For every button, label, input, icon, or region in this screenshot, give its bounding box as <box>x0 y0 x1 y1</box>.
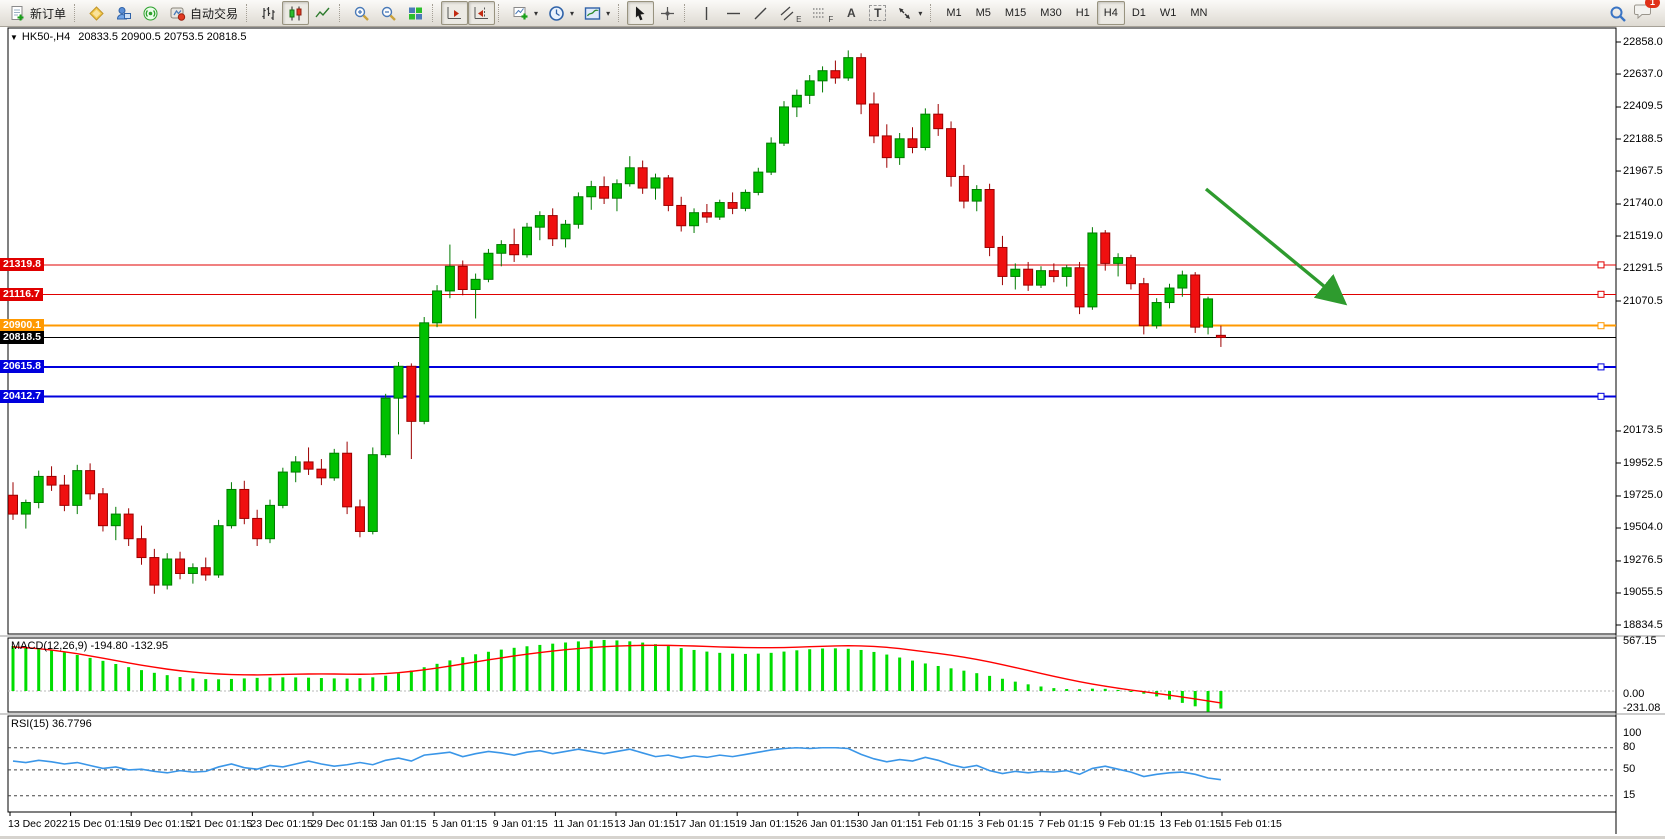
text-label-icon: T <box>869 5 887 21</box>
timeframe-h1[interactable]: H1 <box>1075 7 1090 19</box>
horizontal-line-button[interactable] <box>720 1 747 25</box>
notification-badge: 1 <box>1645 0 1660 8</box>
timeframe-h4[interactable]: H4 <box>1096 1 1125 25</box>
chat-button[interactable]: 1 <box>1634 0 1660 25</box>
cursor-icon <box>632 5 649 22</box>
chart-shift-icon <box>473 5 490 22</box>
toolbar-grip <box>684 4 689 22</box>
periods-caret-icon[interactable]: ▾ <box>570 8 575 18</box>
tile-windows-icon <box>407 5 424 22</box>
new-order-button[interactable]: 新订单 <box>4 1 71 25</box>
toolbar-grip <box>618 4 623 22</box>
equidistant-channel-button[interactable]: E <box>774 1 806 25</box>
timeframe-m1[interactable]: M1 <box>946 7 962 19</box>
templates-button[interactable]: ▾ <box>579 1 615 25</box>
horizontal-line-icon <box>725 5 742 22</box>
macd-signal-line <box>12 644 1222 704</box>
text-icon: A <box>846 6 856 20</box>
timeframe-d1[interactable]: D1 <box>1131 7 1146 19</box>
clock-icon <box>548 5 565 22</box>
rsi-line <box>12 746 1222 781</box>
toolbar-grip <box>432 4 437 22</box>
candlestick-chart-icon <box>287 5 304 22</box>
zoom-in-icon <box>353 5 370 22</box>
search-icon[interactable] <box>1609 5 1626 22</box>
toolbar-grip <box>246 4 251 22</box>
indicators-button[interactable]: ▾ <box>507 1 543 25</box>
metaeditor-icon <box>88 5 105 22</box>
toolbar-grip <box>74 4 79 22</box>
candles <box>8 50 1226 594</box>
crosshair-button[interactable] <box>654 1 681 25</box>
fibonacci-letter: F <box>828 15 834 24</box>
community-icon <box>115 5 132 22</box>
community-button[interactable] <box>110 1 137 25</box>
toolbar-grip <box>339 4 344 22</box>
auto-scroll-button[interactable] <box>441 1 469 25</box>
trendline-icon <box>752 5 769 22</box>
arrows-icon <box>896 5 913 22</box>
toolbar: 新订单 自动交易 <box>0 0 1665 27</box>
text-button[interactable]: A <box>838 1 864 25</box>
timeframe-m5[interactable]: M5 <box>975 7 991 19</box>
fibonacci-icon <box>811 5 828 22</box>
new-order-label: 新订单 <box>30 6 67 21</box>
autotrading-label: 自动交易 <box>190 6 239 21</box>
channel-icon <box>779 5 796 22</box>
tile-windows-button[interactable] <box>402 1 429 25</box>
autotrading-icon <box>169 5 186 22</box>
indicators-add-icon <box>512 5 529 22</box>
timeframe-w1[interactable]: W1 <box>1159 7 1177 19</box>
cursor-button[interactable] <box>627 1 655 25</box>
timeframe-mn[interactable]: MN <box>1190 7 1208 19</box>
zoom-out-icon <box>380 5 397 22</box>
bar-chart-icon <box>260 5 277 22</box>
toolbar-grip <box>498 4 503 22</box>
trendline-button[interactable] <box>747 1 774 25</box>
macd-histogram <box>11 639 1223 712</box>
signals-button[interactable] <box>137 1 164 25</box>
toolbar-grip <box>930 4 935 22</box>
chart-shift-button[interactable] <box>468 1 496 25</box>
vertical-line-icon <box>698 5 715 22</box>
autotrading-button[interactable]: 自动交易 <box>164 1 243 25</box>
bar-chart-button[interactable] <box>255 1 282 25</box>
vertical-line-button[interactable] <box>693 1 720 25</box>
arrows-button[interactable]: ▾ <box>891 1 927 25</box>
line-chart-icon <box>314 5 331 22</box>
candlestick-chart-button[interactable] <box>282 1 310 25</box>
line-chart-button[interactable] <box>309 1 336 25</box>
fibonacci-button[interactable]: F <box>806 1 838 25</box>
metaeditor-button[interactable] <box>83 1 110 25</box>
templates-caret-icon[interactable]: ▾ <box>606 8 611 18</box>
text-label-button[interactable]: T <box>864 1 891 25</box>
indicators-caret-icon[interactable]: ▾ <box>534 8 539 18</box>
signals-icon <box>142 5 159 22</box>
toolbar-right: 1 <box>1609 0 1665 25</box>
channel-letter: E <box>796 15 802 24</box>
template-icon <box>584 5 601 22</box>
zoom-in-button[interactable] <box>348 1 375 25</box>
annotation-arrow[interactable] <box>1204 187 1348 306</box>
periods-button[interactable]: ▾ <box>543 1 579 25</box>
timeframe-toolbar: M1 M5 M15 M30 H1 H4 D1 W1 MN <box>939 1 1214 25</box>
zoom-out-button[interactable] <box>375 1 402 25</box>
crosshair-icon <box>659 5 676 22</box>
timeframe-m15[interactable]: M15 <box>1004 7 1027 19</box>
timeframe-m30[interactable]: M30 <box>1040 7 1062 19</box>
arrows-caret-icon[interactable]: ▾ <box>918 8 923 18</box>
auto-scroll-icon <box>446 5 463 22</box>
new-order-icon <box>9 5 26 22</box>
